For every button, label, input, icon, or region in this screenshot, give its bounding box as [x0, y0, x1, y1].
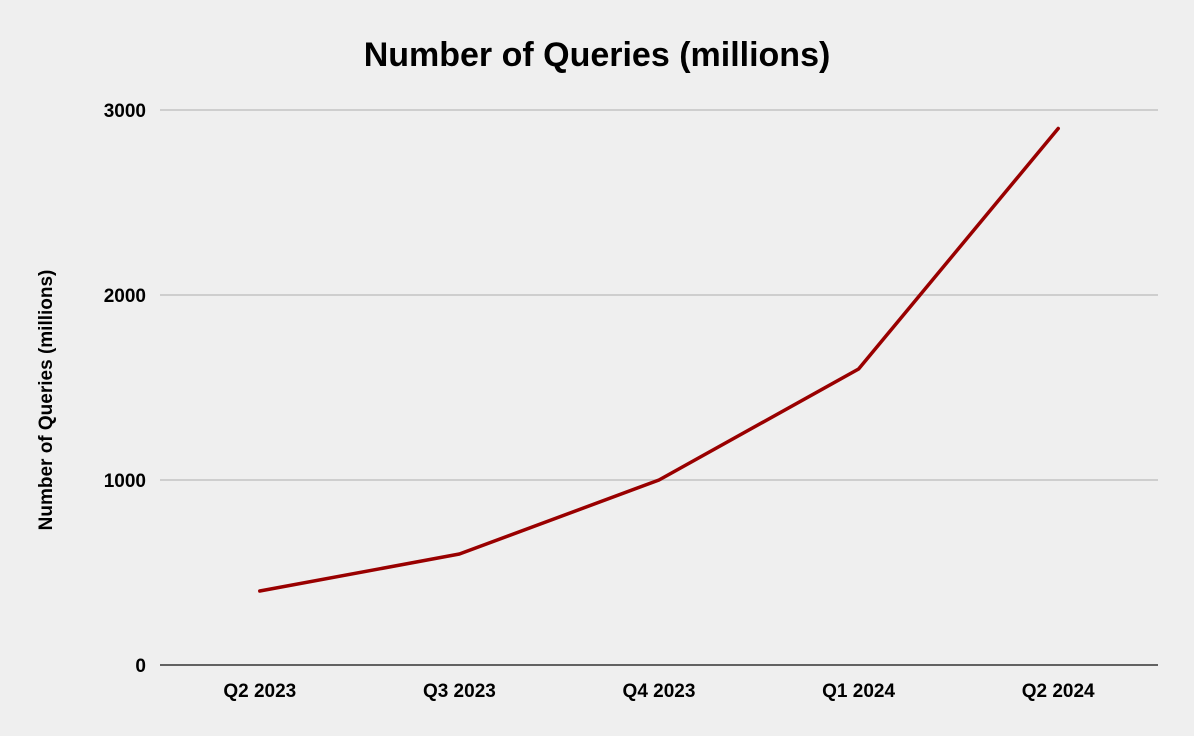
series-group: [258, 126, 1060, 593]
data-point: [657, 478, 661, 482]
chart-title: Number of Queries (millions): [364, 36, 831, 74]
y-tick-label: 2000: [104, 286, 146, 307]
y-tick-labels: 0 1000 2000 3000: [104, 101, 146, 677]
x-tick-label: Q4 2023: [623, 681, 696, 702]
gridlines: [160, 109, 1158, 481]
x-tick-label: Q3 2023: [423, 681, 496, 702]
x-tick-label: Q1 2024: [822, 681, 895, 702]
y-tick-label: 0: [135, 656, 146, 677]
x-tick-label: Q2 2024: [1022, 681, 1095, 702]
data-point: [258, 589, 262, 593]
x-tick-label: Q2 2023: [223, 681, 296, 702]
series-line-0: [258, 126, 1060, 593]
data-point: [457, 552, 461, 556]
y-axis-label: Number of Queries (millions): [36, 270, 57, 531]
data-point: [1056, 127, 1060, 131]
y-tick-label: 1000: [104, 471, 146, 492]
x-tick-labels: Q2 2023 Q3 2023 Q4 2023 Q1 2024 Q2 2024: [223, 681, 1095, 702]
y-tick-label: 3000: [104, 101, 146, 122]
data-point: [857, 367, 861, 371]
